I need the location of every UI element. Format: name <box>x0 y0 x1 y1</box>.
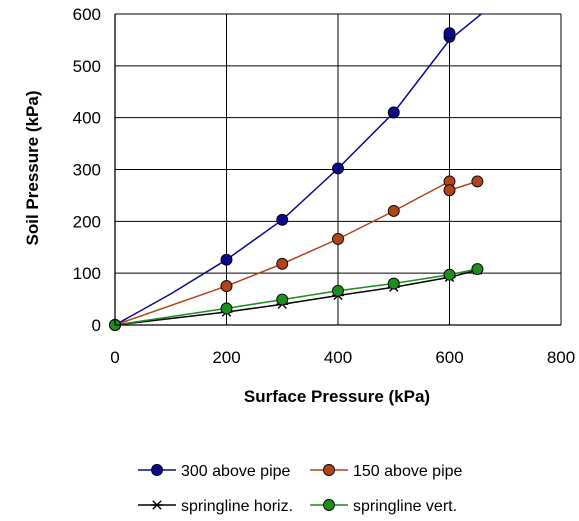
y-axis-title: Soil Pressure (kPa) <box>23 91 42 246</box>
x-tick-label: 400 <box>324 348 352 367</box>
x-tick-label: 800 <box>547 348 575 367</box>
legend-entry: 150 above pipe <box>310 463 463 480</box>
data-point <box>471 175 484 188</box>
data-point <box>387 205 400 217</box>
x-axis-title: Surface Pressure (kPa) <box>244 387 430 406</box>
y-tick-label: 200 <box>73 212 101 231</box>
y-tick-label: 0 <box>92 316 101 335</box>
legend-label: springline vert. <box>353 498 457 515</box>
data-point <box>276 213 289 226</box>
series-line <box>115 180 478 325</box>
x-tick-label: 200 <box>212 348 240 367</box>
data-point <box>151 464 163 476</box>
axes <box>114 14 561 326</box>
x-tick-label: 0 <box>110 348 119 367</box>
y-tick-label: 500 <box>73 57 101 76</box>
plot-area <box>115 14 483 325</box>
legend-label: 300 above pipe <box>181 463 291 480</box>
data-point <box>332 284 344 297</box>
data-point <box>387 106 400 119</box>
y-tick-label: 600 <box>73 5 101 24</box>
y-tick-label: 400 <box>73 109 101 128</box>
data-point <box>443 184 456 197</box>
legend-label: 150 above pipe <box>353 463 463 480</box>
data-markers <box>109 27 484 331</box>
y-tick-label: 300 <box>73 161 101 180</box>
data-point <box>443 268 456 281</box>
data-point <box>220 302 233 315</box>
x-tick-label: 600 <box>435 348 463 367</box>
data-point <box>151 500 163 510</box>
data-point <box>276 257 289 270</box>
data-point <box>276 293 289 306</box>
data-point <box>387 277 400 290</box>
series-line <box>115 14 483 325</box>
data-point <box>332 233 344 245</box>
data-point <box>332 162 344 175</box>
y-tick-label: 100 <box>73 264 101 283</box>
data-point <box>220 280 233 293</box>
data-point <box>443 27 456 40</box>
legend: 300 above pipe 150 above pipe springline h… <box>138 463 463 515</box>
tick-labels: 0 200 400 600 800 0 100 200 300 400 500 600 <box>73 5 576 367</box>
legend-entry: springline vert. <box>310 498 457 515</box>
data-point <box>323 464 335 476</box>
legend-entry: 300 above pipe <box>138 463 291 480</box>
series-line <box>115 268 478 325</box>
data-point <box>323 499 335 511</box>
legend-label: springline horiz. <box>181 498 293 515</box>
legend-entry: springline horiz. <box>138 498 293 515</box>
data-point <box>471 263 484 275</box>
data-point <box>220 253 233 266</box>
